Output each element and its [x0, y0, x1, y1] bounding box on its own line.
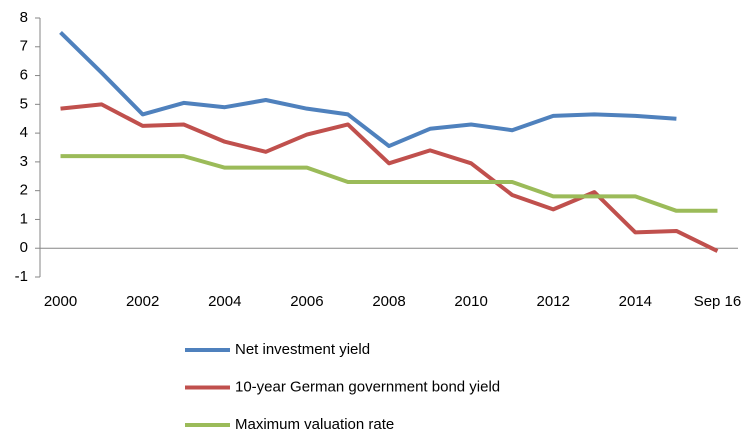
y-tick-label: 6	[20, 67, 28, 84]
x-tick-label: Sep 16	[694, 293, 742, 310]
y-tick-label: 5	[20, 95, 28, 112]
x-tick-label: 2002	[126, 293, 159, 310]
y-tick-label: 3	[20, 153, 28, 170]
series-line	[60, 154, 718, 213]
y-tick-label: 0	[20, 239, 28, 256]
legend-label: 10-year German government bond yield	[235, 378, 500, 395]
y-tick-label: 8	[20, 9, 28, 26]
x-tick-label: 2000	[44, 293, 77, 310]
legend-label: Maximum valuation rate	[235, 416, 394, 433]
x-tick-label: 2014	[619, 293, 652, 310]
x-tick-label: 2004	[208, 293, 241, 310]
series-line	[59, 30, 677, 149]
y-tick-label: 4	[20, 124, 28, 141]
x-tick-label: 2006	[290, 293, 323, 310]
series-line	[60, 102, 719, 253]
x-tick-label: 2012	[537, 293, 570, 310]
y-tick-label: 7	[20, 38, 28, 55]
x-tick-label: 2008	[372, 293, 405, 310]
y-tick-label: 2	[20, 182, 28, 199]
legend-label: Net investment yield	[235, 341, 370, 358]
y-tick-label: 1	[20, 210, 28, 227]
x-tick-label: 2010	[454, 293, 487, 310]
y-tick-label: -1	[15, 268, 28, 285]
